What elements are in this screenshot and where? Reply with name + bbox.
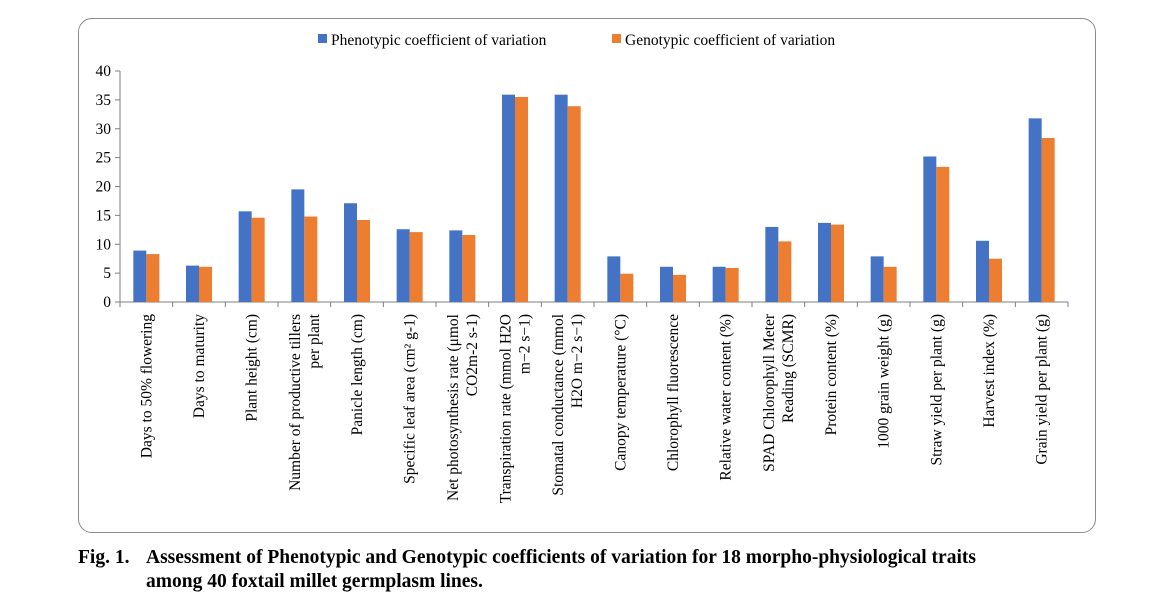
figure-label: Fig. 1. <box>78 547 130 568</box>
x-category-label: Days to 50% flowering <box>138 314 155 458</box>
chart-frame <box>78 18 1096 533</box>
phenotypic-bar <box>923 156 937 302</box>
x-category-label-line: Reading (SCMR) <box>780 314 797 423</box>
x-category-label: Days to maturity <box>191 314 208 418</box>
x-category-label-line: Transpiration rate (mmol H2O <box>498 314 515 503</box>
caption-line-1: Assessment of Phenotypic and Genotypic c… <box>146 547 976 568</box>
x-category-label: Number of productive tillers per plant <box>287 313 323 491</box>
y-tick-label: 0 <box>103 294 111 311</box>
x-category-label-line: Chlorophyll fluorescence <box>665 314 682 471</box>
genotypic-bar <box>146 254 160 302</box>
x-category-label: Relative water content (%) <box>718 314 735 481</box>
phenotypic-bar <box>976 240 989 302</box>
genotypic-bar <box>883 266 897 302</box>
phenotypic-bar <box>133 250 147 302</box>
x-category-label: Plant height (cm) <box>244 314 261 422</box>
genotypic-bar <box>620 273 634 302</box>
x-category-label: Panicle length (cm) <box>349 314 366 435</box>
y-tick-label: 10 <box>96 236 112 253</box>
caption-line-2: among 40 foxtail millet germplasm lines. <box>146 571 483 592</box>
x-category-label-line: Days to 50% flowering <box>138 314 155 458</box>
phenotypic-bar <box>712 266 726 302</box>
y-tick-label: 30 <box>96 121 112 138</box>
genotypic-bar <box>515 96 528 302</box>
genotypic-bar <box>251 217 265 302</box>
phenotypic-bar <box>344 203 357 302</box>
phenotypic-bar <box>660 266 673 302</box>
x-category-label-line: m−2 s−1) <box>517 314 534 374</box>
genotypic-bar <box>673 274 686 302</box>
x-category-label-line: Plant height (cm) <box>244 314 261 422</box>
x-category-label-line: Number of productive tillers <box>287 314 304 491</box>
x-category-label-line: Relative water content (%) <box>718 314 735 481</box>
phenotypic-bar <box>291 189 305 302</box>
x-category-label-line: CO2m-2 s-1) <box>464 314 481 396</box>
x-category-label: 1000 grain weight (g) <box>876 314 893 449</box>
x-category-label-line: per plant <box>306 313 323 368</box>
genotypic-bar <box>304 216 318 302</box>
x-category-label-line: Grain yield per plant (g) <box>1034 314 1051 465</box>
y-tick-label: 20 <box>96 179 112 196</box>
x-category-label: Specific leaf area (cm² g-1) <box>402 314 419 484</box>
y-tick-label: 5 <box>103 265 111 282</box>
x-category-label: Chlorophyll fluorescence <box>665 314 682 471</box>
phenotypic-bar <box>765 226 779 302</box>
genotypic-bar <box>567 106 581 302</box>
x-category-label: Canopy temperature (°C) <box>612 314 629 471</box>
x-category-label-line: Specific leaf area (cm² g-1) <box>402 314 419 484</box>
phenotypic-bar <box>238 211 252 302</box>
genotypic-bar <box>778 241 792 302</box>
y-tick-label: 40 <box>96 63 112 80</box>
phenotypic-bar <box>1028 118 1042 302</box>
y-tick-label: 35 <box>96 92 112 109</box>
x-category-label: SPAD Chlorophyll Meter Reading (SCMR) <box>761 313 797 472</box>
phenotypic-bar <box>449 230 463 302</box>
genotypic-bar <box>725 267 739 302</box>
genotypic-bar <box>409 232 423 302</box>
x-category-label-line: Panicle length (cm) <box>349 314 366 435</box>
x-category-label-line: Protein content (%) <box>823 314 840 435</box>
x-category-label: Harvest index (%) <box>981 314 998 428</box>
legend-label-phenotypic: Phenotypic coefficient of variation <box>331 32 547 49</box>
genotypic-bar <box>831 224 844 302</box>
genotypic-bar <box>199 266 212 302</box>
x-category-label-line: SPAD Chlorophyll Meter <box>761 313 778 472</box>
x-category-label: Grain yield per plant (g) <box>1034 314 1051 465</box>
x-category-label: Transpiration rate (mmol H2O m−2 s−1) <box>498 314 534 503</box>
figure-caption: Fig. 1. Assessment of Phenotypic and Geno… <box>78 546 1118 594</box>
genotypic-bar <box>989 258 1002 302</box>
x-category-label-line: Net photosynthesis rate (μmol <box>445 314 462 501</box>
y-tick-label: 15 <box>96 207 112 224</box>
x-category-label-line: Harvest index (%) <box>981 314 998 428</box>
legend-label-genotypic: Genotypic coefficient of variation <box>625 32 835 49</box>
x-category-label-line: Stomatal conductance (mmol <box>550 314 567 496</box>
phenotypic-bar <box>502 94 515 303</box>
x-category-label-line: Straw yield per plant (g) <box>928 314 945 466</box>
phenotypic-bar <box>870 256 884 302</box>
phenotypic-bar <box>818 222 831 302</box>
genotypic-bar <box>936 166 950 302</box>
legend-swatch-phenotypic <box>318 34 327 43</box>
x-category-label: Net photosynthesis rate (μmol CO2m-2 s-1) <box>445 314 481 501</box>
genotypic-bar <box>357 219 370 302</box>
x-category-label-line: 1000 grain weight (g) <box>876 314 893 449</box>
x-category-label-line: Days to maturity <box>191 314 208 418</box>
x-category-label: Protein content (%) <box>823 314 840 435</box>
phenotypic-bar <box>554 94 568 303</box>
x-category-label: Stomatal conductance (mmol H2O m−2 s−1) <box>550 314 586 496</box>
genotypic-bar <box>1041 137 1055 302</box>
legend-swatch-genotypic <box>612 34 621 43</box>
genotypic-bar <box>462 235 476 302</box>
phenotypic-bar <box>607 256 621 302</box>
y-tick-label: 25 <box>96 150 112 167</box>
x-category-label-line: H2O m−2 s−1) <box>569 314 586 408</box>
phenotypic-bar <box>186 265 199 302</box>
x-category-label-line: Canopy temperature (°C) <box>612 314 629 471</box>
x-category-label: Straw yield per plant (g) <box>928 314 945 466</box>
phenotypic-bar <box>396 229 410 302</box>
